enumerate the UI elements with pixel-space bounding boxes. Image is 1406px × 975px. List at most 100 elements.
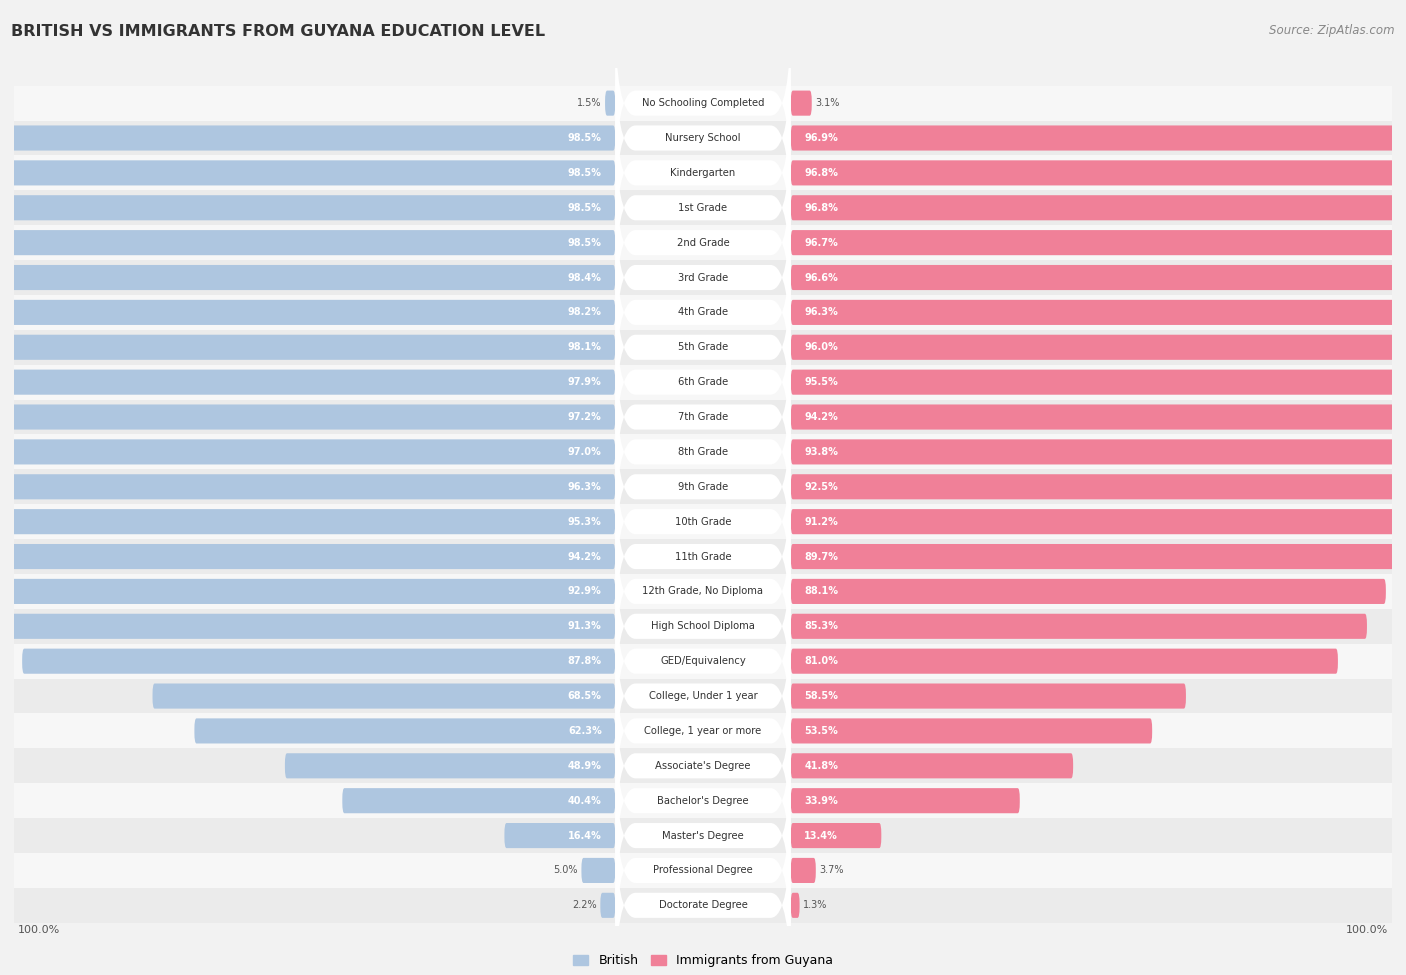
FancyBboxPatch shape bbox=[616, 150, 790, 334]
FancyBboxPatch shape bbox=[0, 405, 616, 430]
Text: 5th Grade: 5th Grade bbox=[678, 342, 728, 352]
Text: 96.9%: 96.9% bbox=[804, 133, 838, 143]
Text: 1.3%: 1.3% bbox=[803, 900, 827, 911]
Text: 2nd Grade: 2nd Grade bbox=[676, 238, 730, 248]
Text: 100.0%: 100.0% bbox=[1347, 924, 1389, 934]
Bar bbox=[14, 818, 1392, 853]
Bar bbox=[14, 853, 1392, 888]
Text: BRITISH VS IMMIGRANTS FROM GUYANA EDUCATION LEVEL: BRITISH VS IMMIGRANTS FROM GUYANA EDUCAT… bbox=[11, 24, 546, 39]
FancyBboxPatch shape bbox=[616, 569, 790, 754]
FancyBboxPatch shape bbox=[194, 719, 616, 744]
Text: 7th Grade: 7th Grade bbox=[678, 412, 728, 422]
FancyBboxPatch shape bbox=[616, 744, 790, 927]
FancyBboxPatch shape bbox=[616, 325, 790, 509]
FancyBboxPatch shape bbox=[790, 474, 1406, 499]
FancyBboxPatch shape bbox=[790, 788, 1019, 813]
Text: 3rd Grade: 3rd Grade bbox=[678, 273, 728, 283]
Text: 85.3%: 85.3% bbox=[804, 621, 838, 631]
FancyBboxPatch shape bbox=[582, 858, 616, 883]
Text: 33.9%: 33.9% bbox=[804, 796, 838, 805]
Bar bbox=[14, 679, 1392, 714]
FancyBboxPatch shape bbox=[790, 334, 1406, 360]
Text: 96.3%: 96.3% bbox=[804, 307, 838, 318]
Text: 92.5%: 92.5% bbox=[804, 482, 838, 491]
FancyBboxPatch shape bbox=[790, 893, 800, 917]
FancyBboxPatch shape bbox=[790, 579, 1386, 604]
FancyBboxPatch shape bbox=[616, 604, 790, 788]
Bar bbox=[14, 400, 1392, 435]
Text: Doctorate Degree: Doctorate Degree bbox=[658, 900, 748, 911]
FancyBboxPatch shape bbox=[0, 440, 616, 464]
Bar bbox=[14, 225, 1392, 260]
Text: 2.2%: 2.2% bbox=[572, 900, 598, 911]
Text: 5.0%: 5.0% bbox=[554, 866, 578, 876]
Text: 10th Grade: 10th Grade bbox=[675, 517, 731, 526]
FancyBboxPatch shape bbox=[790, 440, 1406, 464]
Bar bbox=[14, 714, 1392, 749]
Bar bbox=[14, 783, 1392, 818]
Text: No Schooling Completed: No Schooling Completed bbox=[641, 98, 765, 108]
Text: 13.4%: 13.4% bbox=[804, 831, 838, 840]
Text: Bachelor's Degree: Bachelor's Degree bbox=[657, 796, 749, 805]
FancyBboxPatch shape bbox=[342, 788, 616, 813]
Text: Nursery School: Nursery School bbox=[665, 133, 741, 143]
FancyBboxPatch shape bbox=[616, 639, 790, 823]
Text: 81.0%: 81.0% bbox=[804, 656, 838, 666]
Text: 4th Grade: 4th Grade bbox=[678, 307, 728, 318]
Text: 96.0%: 96.0% bbox=[804, 342, 838, 352]
FancyBboxPatch shape bbox=[285, 754, 616, 778]
Bar bbox=[14, 469, 1392, 504]
Bar bbox=[14, 539, 1392, 574]
Text: 87.8%: 87.8% bbox=[568, 656, 602, 666]
Bar bbox=[14, 504, 1392, 539]
Bar bbox=[14, 86, 1392, 121]
FancyBboxPatch shape bbox=[152, 683, 616, 709]
FancyBboxPatch shape bbox=[790, 509, 1406, 534]
Text: 88.1%: 88.1% bbox=[804, 586, 838, 597]
Text: 94.2%: 94.2% bbox=[568, 552, 602, 562]
FancyBboxPatch shape bbox=[616, 116, 790, 300]
Text: 12th Grade, No Diploma: 12th Grade, No Diploma bbox=[643, 586, 763, 597]
FancyBboxPatch shape bbox=[790, 719, 1152, 744]
Text: 91.3%: 91.3% bbox=[568, 621, 602, 631]
Text: 53.5%: 53.5% bbox=[804, 726, 838, 736]
FancyBboxPatch shape bbox=[0, 613, 616, 639]
FancyBboxPatch shape bbox=[790, 230, 1406, 255]
Text: 41.8%: 41.8% bbox=[804, 760, 838, 771]
Text: College, 1 year or more: College, 1 year or more bbox=[644, 726, 762, 736]
Bar bbox=[14, 749, 1392, 783]
Text: 62.3%: 62.3% bbox=[568, 726, 602, 736]
FancyBboxPatch shape bbox=[790, 300, 1406, 325]
FancyBboxPatch shape bbox=[505, 823, 616, 848]
FancyBboxPatch shape bbox=[790, 823, 882, 848]
Text: 98.4%: 98.4% bbox=[568, 273, 602, 283]
Text: 16.4%: 16.4% bbox=[568, 831, 602, 840]
FancyBboxPatch shape bbox=[0, 579, 616, 604]
Bar bbox=[14, 574, 1392, 608]
Text: 96.6%: 96.6% bbox=[804, 273, 838, 283]
Text: 68.5%: 68.5% bbox=[568, 691, 602, 701]
FancyBboxPatch shape bbox=[600, 893, 616, 917]
Text: 1.5%: 1.5% bbox=[578, 98, 602, 108]
FancyBboxPatch shape bbox=[616, 430, 790, 613]
Bar bbox=[14, 295, 1392, 330]
Text: Source: ZipAtlas.com: Source: ZipAtlas.com bbox=[1270, 24, 1395, 37]
Text: High School Diploma: High School Diploma bbox=[651, 621, 755, 631]
Text: Master's Degree: Master's Degree bbox=[662, 831, 744, 840]
Text: 3.7%: 3.7% bbox=[820, 866, 844, 876]
FancyBboxPatch shape bbox=[616, 360, 790, 544]
Text: 1st Grade: 1st Grade bbox=[679, 203, 727, 213]
Text: 96.7%: 96.7% bbox=[804, 238, 838, 248]
FancyBboxPatch shape bbox=[790, 613, 1367, 639]
Text: 98.5%: 98.5% bbox=[568, 238, 602, 248]
Text: Kindergarten: Kindergarten bbox=[671, 168, 735, 177]
Text: 95.5%: 95.5% bbox=[804, 377, 838, 387]
FancyBboxPatch shape bbox=[0, 300, 616, 325]
Text: 97.9%: 97.9% bbox=[568, 377, 602, 387]
Bar bbox=[14, 260, 1392, 295]
Text: 91.2%: 91.2% bbox=[804, 517, 838, 526]
FancyBboxPatch shape bbox=[22, 648, 616, 674]
Text: 97.2%: 97.2% bbox=[568, 412, 602, 422]
Text: 94.2%: 94.2% bbox=[804, 412, 838, 422]
Text: 98.5%: 98.5% bbox=[568, 133, 602, 143]
